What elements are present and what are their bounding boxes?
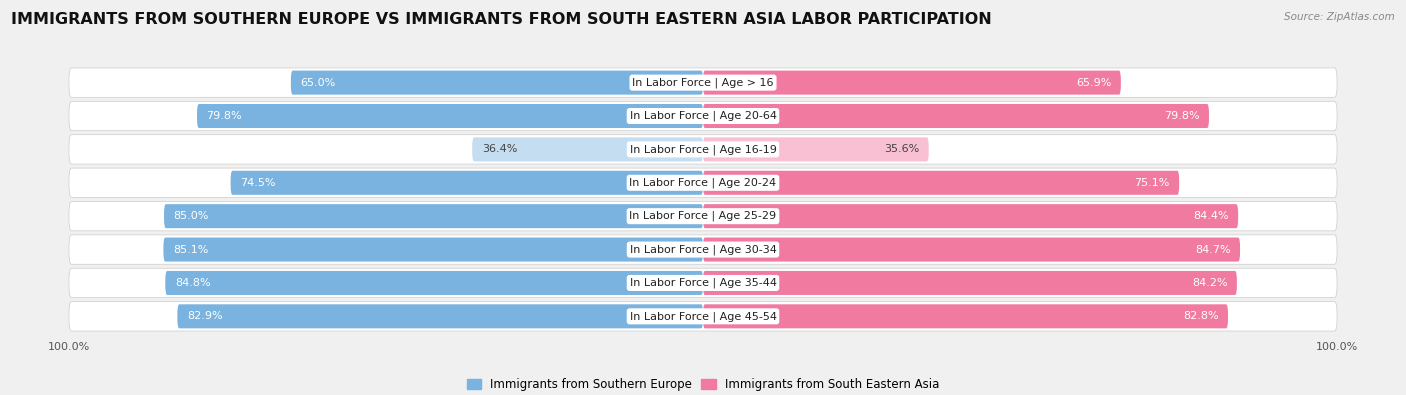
- FancyBboxPatch shape: [472, 137, 703, 162]
- FancyBboxPatch shape: [703, 71, 1121, 95]
- FancyBboxPatch shape: [703, 171, 1180, 195]
- Legend: Immigrants from Southern Europe, Immigrants from South Eastern Asia: Immigrants from Southern Europe, Immigra…: [461, 373, 945, 395]
- Text: 79.8%: 79.8%: [1164, 111, 1199, 121]
- FancyBboxPatch shape: [177, 304, 703, 328]
- FancyBboxPatch shape: [703, 104, 1209, 128]
- Text: In Labor Force | Age 20-64: In Labor Force | Age 20-64: [630, 111, 776, 121]
- FancyBboxPatch shape: [703, 271, 1237, 295]
- Text: 82.9%: 82.9%: [187, 311, 222, 321]
- Text: In Labor Force | Age 35-44: In Labor Force | Age 35-44: [630, 278, 776, 288]
- Text: 75.1%: 75.1%: [1135, 178, 1170, 188]
- FancyBboxPatch shape: [69, 68, 1337, 97]
- Text: 74.5%: 74.5%: [240, 178, 276, 188]
- FancyBboxPatch shape: [69, 268, 1337, 298]
- Text: 85.1%: 85.1%: [173, 245, 208, 254]
- FancyBboxPatch shape: [703, 204, 1239, 228]
- Text: In Labor Force | Age 45-54: In Labor Force | Age 45-54: [630, 311, 776, 322]
- Text: In Labor Force | Age 20-24: In Labor Force | Age 20-24: [630, 177, 776, 188]
- Text: 65.0%: 65.0%: [301, 78, 336, 88]
- FancyBboxPatch shape: [166, 271, 703, 295]
- FancyBboxPatch shape: [69, 235, 1337, 264]
- FancyBboxPatch shape: [197, 104, 703, 128]
- Text: In Labor Force | Age 25-29: In Labor Force | Age 25-29: [630, 211, 776, 222]
- Text: Source: ZipAtlas.com: Source: ZipAtlas.com: [1284, 12, 1395, 22]
- Text: In Labor Force | Age 16-19: In Labor Force | Age 16-19: [630, 144, 776, 155]
- FancyBboxPatch shape: [69, 201, 1337, 231]
- Text: 84.4%: 84.4%: [1194, 211, 1229, 221]
- Text: 65.9%: 65.9%: [1076, 78, 1111, 88]
- Text: 79.8%: 79.8%: [207, 111, 242, 121]
- FancyBboxPatch shape: [69, 168, 1337, 198]
- FancyBboxPatch shape: [231, 171, 703, 195]
- Text: 84.7%: 84.7%: [1195, 245, 1230, 254]
- FancyBboxPatch shape: [703, 137, 929, 162]
- FancyBboxPatch shape: [69, 102, 1337, 131]
- FancyBboxPatch shape: [69, 302, 1337, 331]
- Text: 85.0%: 85.0%: [173, 211, 209, 221]
- FancyBboxPatch shape: [291, 71, 703, 95]
- Text: In Labor Force | Age > 16: In Labor Force | Age > 16: [633, 77, 773, 88]
- FancyBboxPatch shape: [703, 237, 1240, 261]
- Text: 35.6%: 35.6%: [884, 145, 920, 154]
- FancyBboxPatch shape: [163, 237, 703, 261]
- FancyBboxPatch shape: [165, 204, 703, 228]
- Text: In Labor Force | Age 30-34: In Labor Force | Age 30-34: [630, 244, 776, 255]
- Text: 84.2%: 84.2%: [1192, 278, 1227, 288]
- FancyBboxPatch shape: [69, 135, 1337, 164]
- Text: 82.8%: 82.8%: [1182, 311, 1219, 321]
- Text: 36.4%: 36.4%: [482, 145, 517, 154]
- Text: IMMIGRANTS FROM SOUTHERN EUROPE VS IMMIGRANTS FROM SOUTH EASTERN ASIA LABOR PART: IMMIGRANTS FROM SOUTHERN EUROPE VS IMMIG…: [11, 12, 993, 27]
- FancyBboxPatch shape: [703, 304, 1227, 328]
- Text: 84.8%: 84.8%: [174, 278, 211, 288]
